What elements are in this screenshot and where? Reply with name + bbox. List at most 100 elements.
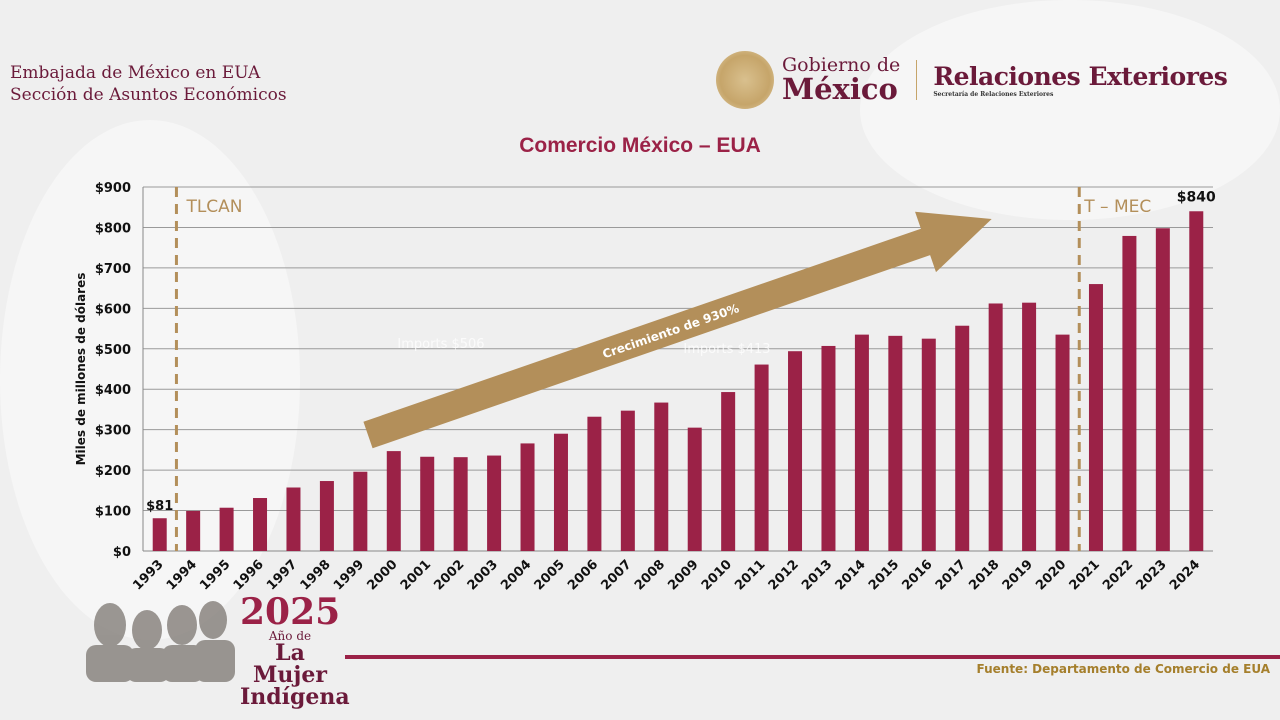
gobierno-line1: Gobierno de [782, 54, 901, 76]
banner-line4: Indígena [240, 684, 350, 710]
y-tick-label: $500 [95, 343, 131, 358]
x-tick-label: 2000 [364, 557, 400, 593]
y-tick-label: $800 [95, 221, 131, 236]
y-axis-label: Miles de millones de dólares [74, 273, 88, 466]
embassy-name: Embajada de México en EUA [10, 63, 261, 83]
year-of-indigenous-woman-badge: 2025 Año de La Mujer Indígena [240, 591, 350, 710]
bar-2009 [687, 427, 702, 551]
ghost-label: Imports $506 [397, 337, 484, 352]
source-note: Fuente: Departamento de Comercio de EUA [976, 662, 1271, 676]
x-tick-label: 2007 [598, 557, 634, 593]
x-tick-label: 2019 [1000, 557, 1036, 593]
x-tick-label: 2010 [699, 557, 735, 593]
banner-year: 2025 [240, 591, 341, 633]
footer-divider [345, 655, 1280, 659]
y-tick-label: $700 [95, 262, 131, 277]
bar-2018 [988, 303, 1003, 551]
bar-1997 [286, 487, 301, 551]
bar-2006 [587, 416, 602, 551]
ghost-label: Imports $413 [683, 342, 770, 357]
bar-2014 [854, 334, 869, 551]
government-logo: Gobierno de México Relaciones Exteriores… [716, 50, 1228, 110]
bar-2016 [921, 338, 936, 551]
x-tick-label: 2001 [398, 557, 434, 593]
bar-2023 [1155, 228, 1170, 551]
data-label-last: $840 [1177, 189, 1216, 205]
bar-2007 [620, 410, 635, 551]
y-tick-label: $400 [95, 383, 131, 398]
growth-arrow: Crecimiento de 930% [363, 211, 992, 449]
x-tick-label: 2012 [766, 557, 802, 593]
bar-2022 [1122, 235, 1137, 551]
x-tick-label: 2018 [966, 557, 1002, 593]
x-tick-label: 2022 [1100, 557, 1136, 593]
bar-1993 [152, 518, 167, 551]
bar-2003 [487, 455, 502, 551]
x-tick-label: 2011 [732, 557, 768, 593]
bar-2017 [955, 325, 970, 551]
bar-2020 [1055, 334, 1070, 551]
bar-2012 [788, 351, 803, 551]
y-tick-label: $0 [113, 545, 131, 560]
bar-1996 [253, 498, 268, 551]
x-tick-label: 1993 [130, 557, 166, 593]
bar-2019 [1022, 302, 1037, 551]
bar-2005 [553, 433, 568, 551]
bar-2001 [420, 456, 435, 551]
bar-1999 [353, 471, 368, 551]
bar-2024 [1189, 211, 1204, 551]
x-tick-label: 2021 [1067, 557, 1103, 593]
bar-2015 [888, 335, 903, 551]
x-tick-label: 2006 [565, 557, 601, 593]
logo-divider [916, 60, 918, 100]
chart-title: Comercio México – EUA [519, 134, 761, 157]
sre-line2: Secretaría de Relaciones Exteriores [933, 91, 1054, 98]
x-tick-label: 2003 [465, 557, 501, 593]
x-tick-label: 2002 [431, 557, 467, 593]
data-label-first: $81 [146, 499, 173, 514]
background-decoration [0, 120, 300, 640]
bar-1998 [319, 481, 334, 551]
sre-line1: Relaciones Exteriores [933, 62, 1228, 91]
bar-2011 [754, 364, 769, 551]
bar-2008 [654, 402, 669, 551]
bar-1995 [219, 507, 234, 551]
bar-2002 [453, 457, 468, 551]
x-tick-label: 2013 [799, 557, 835, 593]
sre-logo-text: Relaciones Exteriores Secretaría de Rela… [933, 62, 1228, 98]
section-name: Sección de Asuntos Económicos [10, 85, 287, 105]
coat-of-arms-icon [716, 51, 774, 109]
x-tick-label: 2015 [866, 557, 902, 593]
tlcan-label: TLCAN [185, 197, 242, 217]
x-tick-label: 1999 [331, 557, 367, 593]
bar-2013 [821, 345, 836, 551]
x-tick-label: 2024 [1167, 557, 1203, 593]
banner-line2: Año de [268, 629, 312, 643]
tmec-label: T – MEC [1083, 197, 1151, 217]
banner-line3: La Mujer [253, 640, 327, 688]
x-tick-label: 2004 [498, 557, 534, 593]
x-tick-label: 2020 [1033, 557, 1069, 593]
x-tick-label: 2008 [632, 557, 668, 593]
bar-2000 [386, 451, 401, 551]
bar-2010 [721, 392, 736, 551]
arrow-shape [363, 211, 992, 449]
x-tick-label: 2014 [833, 557, 869, 593]
x-tick-label: 1997 [264, 557, 300, 593]
y-tick-label: $100 [95, 505, 131, 520]
gobierno-logo-text: Gobierno de México [782, 56, 900, 104]
gobierno-line2: México [782, 72, 898, 106]
y-tick-label: $600 [95, 302, 131, 317]
y-tick-label: $900 [95, 181, 131, 196]
y-tick-label: $200 [95, 464, 131, 479]
x-tick-label: 1996 [231, 557, 267, 593]
x-tick-label: 2017 [933, 557, 969, 593]
bar-2004 [520, 443, 535, 551]
x-tick-label: 2005 [532, 557, 568, 593]
background-decoration [860, 0, 1280, 220]
embassy-heading: Embajada de México en EUA Sección de Asu… [10, 62, 287, 106]
bar-1994 [186, 510, 201, 551]
x-tick-label: 2023 [1133, 557, 1169, 593]
y-tick-label: $300 [95, 424, 131, 439]
